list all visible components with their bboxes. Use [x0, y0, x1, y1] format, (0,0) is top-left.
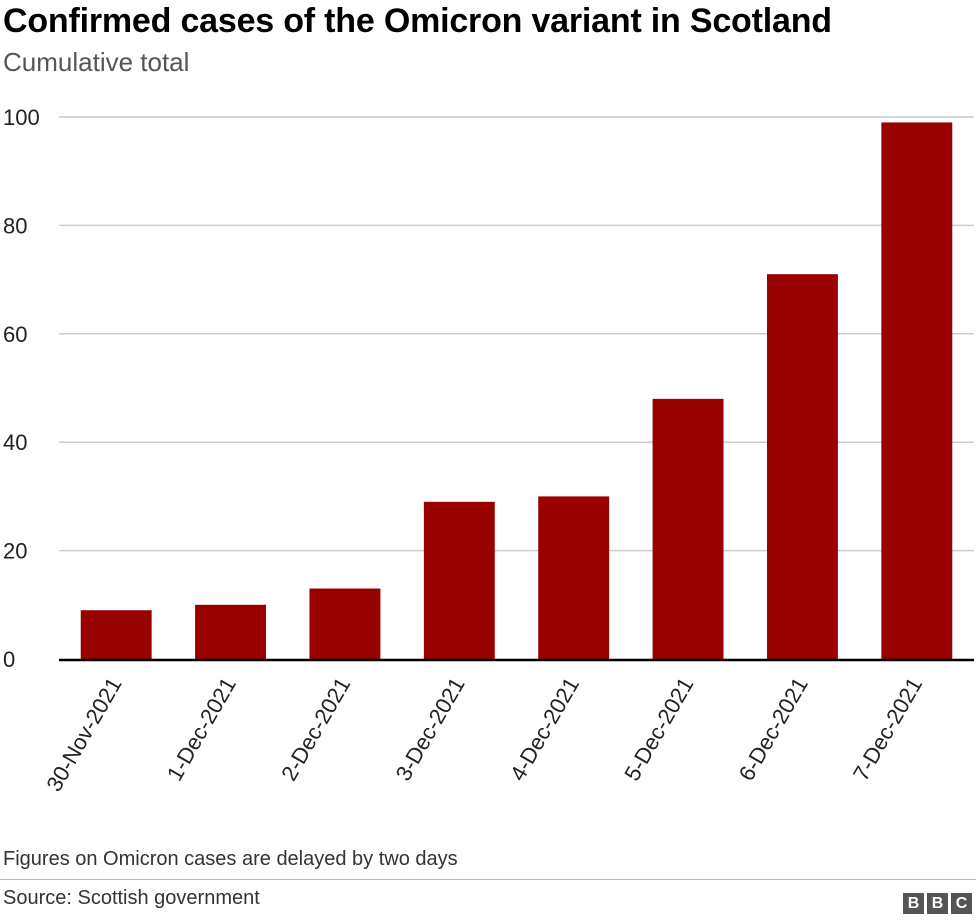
footnote: Figures on Omicron cases are delayed by …	[3, 848, 458, 870]
bbc-logo: B B C	[903, 893, 972, 914]
bbc-logo-letter: B	[903, 893, 924, 914]
x-tick-label: 1-Dec-2021	[162, 673, 241, 785]
y-tick-label: 100	[3, 105, 40, 130]
chart-subtitle: Cumulative total	[3, 47, 190, 77]
bar	[195, 604, 267, 659]
footer-divider	[0, 879, 976, 880]
bar	[309, 588, 381, 659]
source-text: Source: Scottish government	[3, 887, 260, 909]
y-tick-label: 60	[3, 322, 27, 347]
bar	[652, 398, 724, 659]
x-tick-label: 3-Dec-2021	[391, 673, 470, 785]
bbc-logo-letter: B	[927, 893, 948, 914]
bbc-logo-letter: C	[951, 893, 972, 914]
bar-chart: 0 20 40 60 80 100 30-Nov-2021 1-Dec-2021 2-Dec-2…	[3, 105, 974, 796]
chart-title: Confirmed cases of the Omicron variant i…	[3, 2, 832, 40]
y-tick-label: 0	[3, 647, 15, 672]
x-tick-label: 5-Dec-2021	[619, 673, 698, 785]
bar	[881, 122, 953, 660]
x-tick-label: 30-Nov-2021	[41, 673, 126, 796]
x-tick-label: 2-Dec-2021	[276, 673, 355, 785]
y-tick-label: 80	[3, 213, 27, 238]
y-tick-label: 40	[3, 430, 27, 455]
x-tick-label: 7-Dec-2021	[848, 673, 927, 785]
bar	[766, 274, 838, 659]
x-tick-label: 4-Dec-2021	[505, 673, 584, 785]
bar	[80, 610, 152, 659]
y-tick-label: 20	[3, 539, 27, 564]
x-tick-label: 6-Dec-2021	[734, 673, 813, 785]
bar	[423, 501, 495, 659]
bar	[538, 496, 610, 659]
